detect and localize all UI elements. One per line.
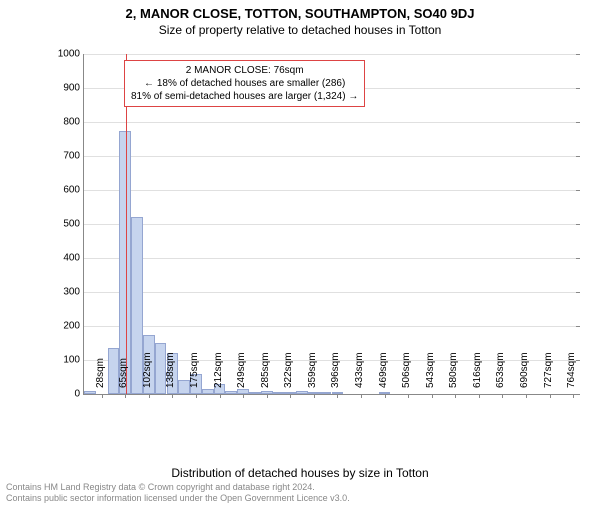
info-line-2: ← 18% of detached houses are smaller (28… xyxy=(131,77,358,90)
y-tick-mark xyxy=(576,190,580,191)
x-tick-label: 102sqm xyxy=(142,352,153,394)
gridline xyxy=(84,156,579,157)
y-tick-label: 0 xyxy=(74,389,84,400)
histogram-bar xyxy=(84,391,96,394)
x-tick-label: 616sqm xyxy=(472,352,483,394)
x-tick-label: 690sqm xyxy=(519,352,530,394)
x-tick-mark xyxy=(337,394,338,398)
y-tick-mark xyxy=(576,258,580,259)
x-tick-mark xyxy=(267,394,268,398)
title-sub: Size of property relative to detached ho… xyxy=(0,23,600,37)
x-tick-mark xyxy=(502,394,503,398)
x-tick-mark xyxy=(550,394,551,398)
y-tick-label: 800 xyxy=(63,117,84,128)
x-tick-mark xyxy=(149,394,150,398)
y-tick-mark xyxy=(576,292,580,293)
gridline xyxy=(84,122,579,123)
y-tick-label: 900 xyxy=(63,83,84,94)
x-tick-label: 212sqm xyxy=(213,352,224,394)
y-tick-label: 1000 xyxy=(58,49,84,60)
x-tick-label: 469sqm xyxy=(378,352,389,394)
x-tick-label: 28sqm xyxy=(95,358,106,394)
x-tick-mark xyxy=(125,394,126,398)
info-box: 2 MANOR CLOSE: 76sqm ← 18% of detached h… xyxy=(124,60,365,107)
y-tick-label: 700 xyxy=(63,151,84,162)
x-tick-mark xyxy=(432,394,433,398)
x-tick-label: 285sqm xyxy=(260,352,271,394)
y-tick-mark xyxy=(576,122,580,123)
gridline xyxy=(84,326,579,327)
chart: Number of detached properties 0100200300… xyxy=(55,54,585,424)
x-tick-label: 322sqm xyxy=(283,352,294,394)
x-tick-label: 543sqm xyxy=(425,352,436,394)
x-tick-mark xyxy=(314,394,315,398)
x-tick-mark xyxy=(408,394,409,398)
credit-line-2: Contains public sector information licen… xyxy=(6,493,350,504)
y-tick-label: 500 xyxy=(63,219,84,230)
credit: Contains HM Land Registry data © Crown c… xyxy=(6,482,350,504)
histogram-bar xyxy=(202,389,214,394)
y-tick-label: 400 xyxy=(63,253,84,264)
x-tick-label: 359sqm xyxy=(307,352,318,394)
x-tick-label: 727sqm xyxy=(543,352,554,394)
x-tick-mark xyxy=(220,394,221,398)
x-tick-mark xyxy=(172,394,173,398)
x-tick-label: 249sqm xyxy=(236,352,247,394)
x-tick-label: 65sqm xyxy=(118,358,129,394)
y-tick-mark xyxy=(576,326,580,327)
x-axis-label: Distribution of detached houses by size … xyxy=(0,466,600,480)
gridline xyxy=(84,54,579,55)
title-main: 2, MANOR CLOSE, TOTTON, SOUTHAMPTON, SO4… xyxy=(0,6,600,21)
plot-area: 0100200300400500600700800900100028sqm65s… xyxy=(83,54,579,395)
x-tick-label: 175sqm xyxy=(189,352,200,394)
x-tick-mark xyxy=(526,394,527,398)
y-tick-label: 100 xyxy=(63,355,84,366)
x-tick-mark xyxy=(385,394,386,398)
x-tick-mark xyxy=(479,394,480,398)
y-tick-mark xyxy=(576,54,580,55)
credit-line-1: Contains HM Land Registry data © Crown c… xyxy=(6,482,350,493)
y-tick-label: 600 xyxy=(63,185,84,196)
y-tick-mark xyxy=(576,156,580,157)
x-tick-label: 764sqm xyxy=(566,352,577,394)
info-line-1: 2 MANOR CLOSE: 76sqm xyxy=(131,64,358,77)
x-tick-mark xyxy=(361,394,362,398)
y-tick-mark xyxy=(576,224,580,225)
gridline xyxy=(84,190,579,191)
x-tick-mark xyxy=(102,394,103,398)
histogram-bar xyxy=(119,131,131,395)
histogram-bar xyxy=(249,392,261,394)
y-tick-label: 200 xyxy=(63,321,84,332)
x-tick-mark xyxy=(243,394,244,398)
x-tick-mark xyxy=(290,394,291,398)
x-tick-label: 138sqm xyxy=(165,352,176,394)
x-tick-label: 506sqm xyxy=(401,352,412,394)
gridline xyxy=(84,224,579,225)
x-tick-mark xyxy=(573,394,574,398)
info-line-3: 81% of semi-detached houses are larger (… xyxy=(131,90,358,103)
x-tick-label: 580sqm xyxy=(448,352,459,394)
y-tick-mark xyxy=(576,394,580,395)
x-tick-mark xyxy=(196,394,197,398)
x-tick-label: 653sqm xyxy=(495,352,506,394)
y-tick-label: 300 xyxy=(63,287,84,298)
x-tick-label: 433sqm xyxy=(354,352,365,394)
x-tick-label: 396sqm xyxy=(330,352,341,394)
gridline xyxy=(84,292,579,293)
x-tick-mark xyxy=(455,394,456,398)
y-tick-mark xyxy=(576,88,580,89)
gridline xyxy=(84,258,579,259)
